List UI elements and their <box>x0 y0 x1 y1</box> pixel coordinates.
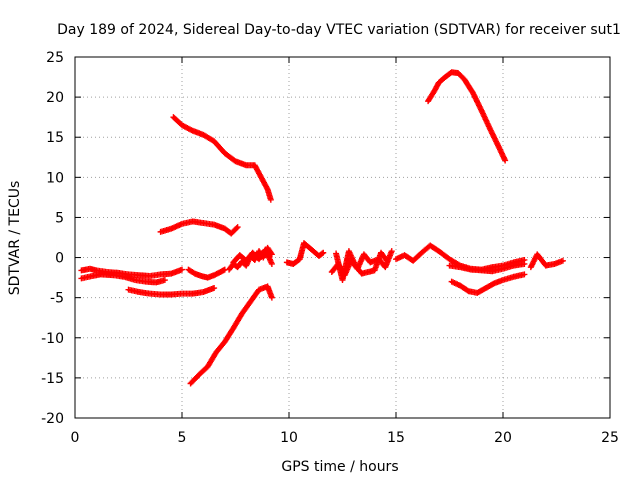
y-axis-label: SDTVAR / TECUs <box>7 181 23 296</box>
x-tick-label: 15 <box>387 430 405 446</box>
data-point <box>319 250 326 257</box>
data-point <box>383 257 390 264</box>
data-points <box>78 69 566 387</box>
data-point <box>211 285 218 292</box>
data-point <box>559 257 566 264</box>
series-track-4 <box>78 271 168 286</box>
y-tick-label: 5 <box>55 210 64 226</box>
y-tick-label: -10 <box>41 331 64 347</box>
series-track-10 <box>283 240 327 267</box>
data-point <box>384 258 391 265</box>
data-point <box>268 294 275 301</box>
series-track-14 <box>446 260 528 275</box>
y-tick-label: 20 <box>46 90 64 106</box>
series-track-7 <box>187 283 275 387</box>
series-track-6 <box>185 266 228 281</box>
y-tick-label: -5 <box>50 291 64 307</box>
data-point <box>234 224 241 231</box>
x-tick-label: 20 <box>494 430 512 446</box>
series-track-17 <box>425 69 509 164</box>
x-axis-label: GPS time / hours <box>281 459 398 475</box>
y-tick-label: 25 <box>46 50 64 66</box>
series-track-5 <box>125 285 218 298</box>
series-track-15 <box>448 271 528 296</box>
x-tick-labels: 0 5 10 15 20 25 <box>71 430 619 446</box>
series-track-9 <box>230 246 275 267</box>
y-tick-labels: -20 -15 -10 -5 0 5 10 15 20 25 <box>41 50 64 427</box>
data-point <box>267 196 274 203</box>
data-point <box>233 225 240 232</box>
data-point <box>161 277 168 284</box>
y-tick-label: 15 <box>46 130 64 146</box>
data-point <box>268 260 275 267</box>
data-point <box>320 249 327 256</box>
y-tick-label: 10 <box>46 170 64 186</box>
axis-ticks <box>74 56 611 419</box>
data-point <box>502 157 509 164</box>
chart-title: Day 189 of 2024, Sidereal Day-to-day VTE… <box>57 22 621 38</box>
plot-frame <box>74 56 611 419</box>
series-track-16 <box>527 251 566 271</box>
data-point <box>388 248 395 255</box>
data-point <box>179 266 185 273</box>
grid-lines <box>75 57 610 418</box>
y-tick-label: -15 <box>41 371 64 387</box>
series-track-12 <box>333 248 391 284</box>
x-tick-label: 0 <box>71 430 80 446</box>
x-tick-label: 5 <box>178 430 187 446</box>
data-point <box>521 271 528 278</box>
x-tick-label: 25 <box>601 430 619 446</box>
y-tick-label: -20 <box>41 411 64 427</box>
y-tick-label: 0 <box>55 251 64 267</box>
series-track-1 <box>170 114 274 203</box>
x-tick-label: 10 <box>280 430 298 446</box>
series-track-2 <box>157 218 241 237</box>
data-point <box>521 260 528 267</box>
